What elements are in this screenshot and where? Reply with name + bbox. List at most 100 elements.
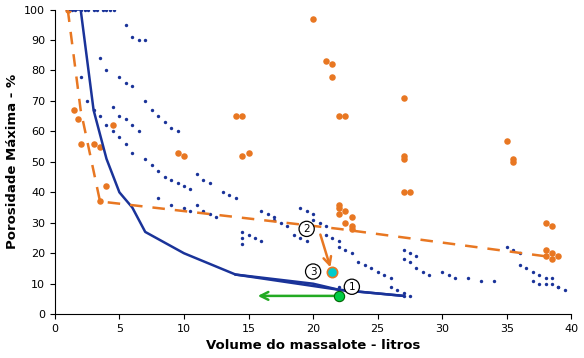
Point [405,250,415,256]
Point [308,211,318,217]
Point [509,156,518,162]
Point [334,113,343,119]
Point [154,113,163,119]
Point [231,195,240,201]
Point [179,205,189,211]
Point [502,244,512,250]
Y-axis label: Porosidade Máxima - %: Porosidade Máxima - % [6,74,19,250]
Point [534,272,544,277]
Point [328,268,337,274]
Point [238,153,247,159]
Point [102,68,111,73]
Point [547,256,557,262]
Point [541,281,550,286]
Point [334,244,343,250]
Point [547,275,557,280]
Point [321,58,331,64]
Point [399,189,408,195]
Point [360,262,370,268]
Point [502,138,512,144]
Point [334,238,343,244]
Point [340,220,350,226]
Point [321,223,331,229]
Point [334,205,343,211]
Point [399,156,408,162]
Point [425,272,434,277]
Point [67,7,77,13]
Point [257,208,266,213]
Point [69,107,79,113]
Point [166,177,176,183]
Point [296,205,305,211]
Point [334,284,343,290]
Point [399,290,408,296]
Point [528,278,537,284]
Point [102,122,111,128]
Point [121,80,131,86]
Point [534,281,544,286]
Point [128,122,137,128]
Point [399,95,408,101]
Text: 3: 3 [310,266,317,276]
Point [121,141,131,146]
Point [405,189,415,195]
Point [238,229,247,235]
Point [308,16,318,21]
Point [270,217,279,223]
Point [399,293,408,299]
Point [179,153,189,159]
Point [98,7,107,13]
Point [173,180,182,186]
Point [296,235,305,241]
Point [114,74,124,79]
Point [147,162,157,168]
Point [154,168,163,174]
Point [160,120,169,125]
Point [444,272,453,277]
Point [74,116,83,122]
Point [108,129,117,134]
Point [128,34,137,40]
Point [541,275,550,280]
Point [463,275,472,280]
Point [386,284,395,290]
Point [547,223,557,229]
Point [392,287,402,292]
Point [238,235,247,241]
Point [405,260,415,265]
Point [134,129,144,134]
Point [515,250,524,256]
Point [509,159,518,165]
Point [102,7,111,13]
Point [95,113,105,119]
Point [412,266,421,271]
Point [141,37,150,43]
Point [315,220,324,226]
Point [380,272,389,277]
Point [386,275,395,280]
Point [340,247,350,253]
Point [340,287,350,292]
Point [76,74,85,79]
Point [405,293,415,299]
Point [108,104,117,110]
Point [166,126,176,131]
Point [437,268,447,274]
Point [179,183,189,189]
Point [528,268,537,274]
Point [95,55,105,61]
Point [218,189,227,195]
Point [554,284,563,290]
Point [328,74,337,79]
Point [114,113,124,119]
Point [186,187,195,192]
Point [84,7,93,13]
Point [347,223,356,229]
Point [251,235,260,241]
Point [192,171,201,177]
Point [231,113,240,119]
Point [89,107,98,113]
X-axis label: Volume do massalote - litros: Volume do massalote - litros [206,339,420,352]
Point [477,278,486,284]
Point [334,211,343,217]
